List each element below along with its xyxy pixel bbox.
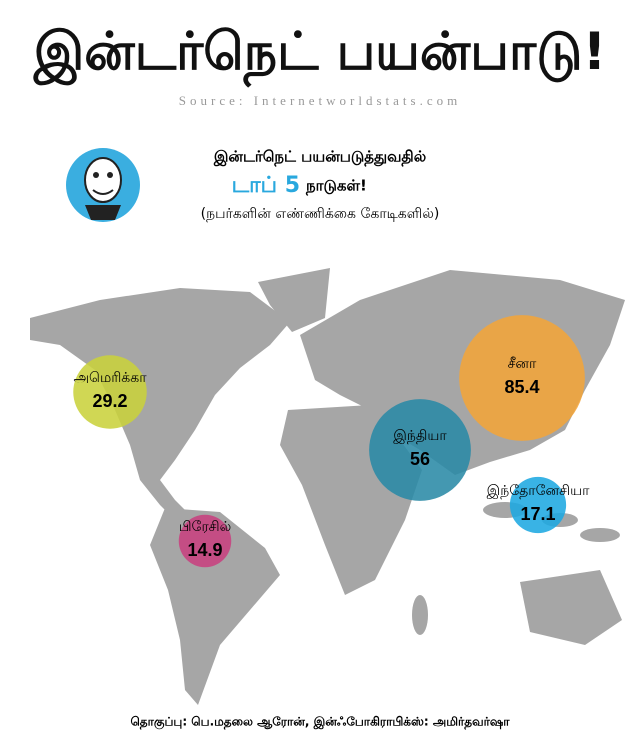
source: Source: Internetworldstats.com bbox=[179, 93, 461, 108]
country-label: சீனா bbox=[508, 356, 537, 372]
bubble bbox=[509, 476, 567, 534]
subtitle-rest: நாடுகள்! bbox=[305, 177, 367, 196]
country-label: இந்தோனேசியா bbox=[487, 483, 590, 499]
value-label: 17.1 bbox=[520, 504, 555, 524]
bubble bbox=[459, 315, 585, 441]
country-label: அமெரிக்கா bbox=[73, 370, 147, 386]
subtitle: இன்டர்நெட் பயன்படுத்துவதில் bbox=[213, 148, 426, 167]
note: (நபர்களின் எண்ணிக்கை கோடிகளில்) bbox=[201, 206, 440, 222]
bubble bbox=[178, 514, 232, 568]
value-label: 56 bbox=[410, 449, 430, 469]
bubble bbox=[369, 399, 471, 501]
mascot-icon bbox=[66, 148, 140, 222]
value-label: 85.4 bbox=[504, 377, 539, 397]
credit: தொகுப்பு: பெ.மதலை ஆரோன், இன்ஃபோகிராபிக்ஸ… bbox=[130, 715, 510, 730]
value-label: 29.2 bbox=[92, 391, 127, 411]
country-label: இந்தியா bbox=[393, 428, 447, 444]
bubble bbox=[73, 355, 147, 429]
value-label: 14.9 bbox=[187, 540, 222, 560]
title: இன்டர்நெட் பயன்பாடு! bbox=[33, 22, 607, 88]
subtitle-highlight: டாப் 5 bbox=[232, 173, 300, 198]
country-label: பிரேசில் bbox=[179, 519, 232, 535]
